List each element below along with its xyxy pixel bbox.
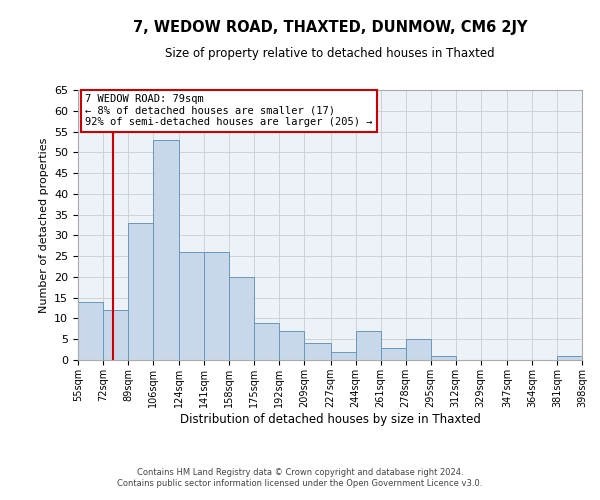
Bar xyxy=(356,331,380,360)
Bar xyxy=(280,331,304,360)
Text: Size of property relative to detached houses in Thaxted: Size of property relative to detached ho… xyxy=(165,48,495,60)
Text: Contains HM Land Registry data © Crown copyright and database right 2024.
Contai: Contains HM Land Registry data © Crown c… xyxy=(118,468,482,487)
Bar xyxy=(557,356,582,360)
X-axis label: Distribution of detached houses by size in Thaxted: Distribution of detached houses by size … xyxy=(179,412,481,426)
Bar xyxy=(229,277,254,360)
Bar xyxy=(431,356,455,360)
Y-axis label: Number of detached properties: Number of detached properties xyxy=(38,138,49,312)
Bar xyxy=(179,252,205,360)
Bar xyxy=(331,352,356,360)
Bar xyxy=(128,223,153,360)
Bar xyxy=(153,140,179,360)
Bar xyxy=(380,348,406,360)
Bar xyxy=(406,339,431,360)
Bar xyxy=(254,322,280,360)
Bar xyxy=(205,252,229,360)
Bar xyxy=(78,302,103,360)
Bar xyxy=(103,310,128,360)
Text: 7 WEDOW ROAD: 79sqm
← 8% of detached houses are smaller (17)
92% of semi-detache: 7 WEDOW ROAD: 79sqm ← 8% of detached hou… xyxy=(85,94,373,128)
Text: 7, WEDOW ROAD, THAXTED, DUNMOW, CM6 2JY: 7, WEDOW ROAD, THAXTED, DUNMOW, CM6 2JY xyxy=(133,20,527,35)
Bar xyxy=(304,344,331,360)
